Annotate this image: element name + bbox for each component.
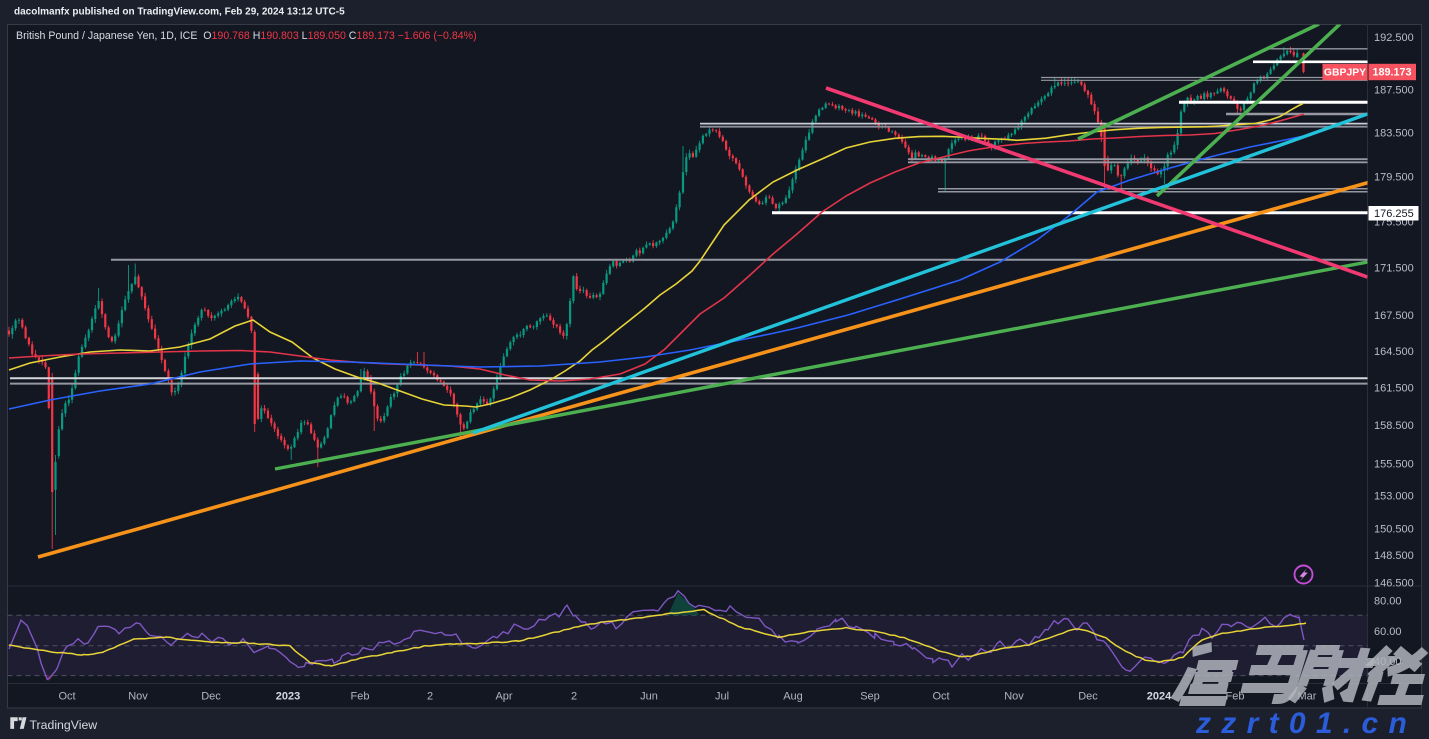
svg-text:2: 2 <box>427 691 433 703</box>
svg-text:Oct: Oct <box>932 691 949 703</box>
svg-text:Feb: Feb <box>1226 691 1245 703</box>
svg-text:60.00: 60.00 <box>1374 626 1402 638</box>
svg-text:Nov: Nov <box>1004 691 1024 703</box>
svg-text:Dec: Dec <box>201 691 221 703</box>
svg-text:153.000: 153.000 <box>1374 491 1414 503</box>
svg-text:187.500: 187.500 <box>1374 85 1414 97</box>
svg-text:TradingView: TradingView <box>30 718 98 732</box>
svg-text:zzrt01.cn: zzrt01.cn <box>1195 707 1417 739</box>
svg-text:Dec: Dec <box>1078 691 1098 703</box>
svg-text:80.00: 80.00 <box>1374 595 1402 607</box>
svg-text:183.500: 183.500 <box>1374 128 1414 140</box>
svg-text:192.500: 192.500 <box>1374 32 1414 44</box>
svg-text:164.500: 164.500 <box>1374 346 1414 358</box>
svg-text:148.500: 148.500 <box>1374 550 1414 562</box>
svg-text:167.500: 167.500 <box>1374 310 1414 322</box>
svg-text:dacolmanfx published on Tradin: dacolmanfx published on TradingView.com,… <box>14 6 345 17</box>
svg-text:Apr: Apr <box>495 691 512 703</box>
svg-text:189.173: 189.173 <box>1372 67 1411 79</box>
svg-text:GBPJPY: GBPJPY <box>1324 68 1366 79</box>
svg-text:150.500: 150.500 <box>1374 524 1414 536</box>
svg-text:171.500: 171.500 <box>1374 263 1414 275</box>
svg-text:Feb: Feb <box>351 691 370 703</box>
svg-text:179.500: 179.500 <box>1374 172 1414 184</box>
svg-text:161.500: 161.500 <box>1374 383 1414 395</box>
svg-text:Jun: Jun <box>640 691 658 703</box>
svg-text:Jul: Jul <box>715 691 729 703</box>
svg-text:British Pound / Japanese Yen,: British Pound / Japanese Yen, 1D, ICE O1… <box>16 30 477 42</box>
svg-text:Nov: Nov <box>128 691 148 703</box>
svg-text:Sep: Sep <box>860 691 880 703</box>
svg-text:Aug: Aug <box>783 691 803 703</box>
svg-text:2024: 2024 <box>1147 691 1172 703</box>
svg-text:2: 2 <box>571 691 577 703</box>
svg-text:155.500: 155.500 <box>1374 458 1414 470</box>
svg-text:158.500: 158.500 <box>1374 420 1414 432</box>
svg-text:Oct: Oct <box>58 691 75 703</box>
svg-text:176.255: 176.255 <box>1374 208 1414 220</box>
svg-text:2023: 2023 <box>276 691 300 703</box>
svg-text:146.500: 146.500 <box>1374 577 1414 589</box>
